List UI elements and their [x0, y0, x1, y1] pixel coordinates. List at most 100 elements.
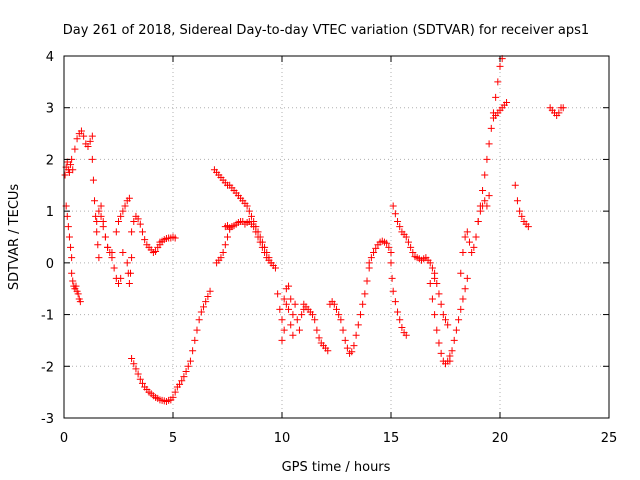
data-point	[335, 311, 343, 319]
series-arc-30	[511, 181, 532, 231]
data-point	[433, 326, 441, 334]
x-tick-label: 15	[383, 431, 400, 446]
data-point	[280, 326, 288, 334]
data-point	[348, 348, 356, 356]
data-point	[134, 215, 142, 223]
data-point	[285, 305, 293, 313]
data-point	[494, 78, 502, 86]
data-point	[339, 326, 347, 334]
data-point	[119, 249, 127, 257]
data-point	[117, 274, 125, 282]
data-point	[465, 238, 473, 246]
series-arc-10	[123, 254, 136, 288]
data-point	[64, 223, 72, 231]
data-point	[97, 212, 105, 220]
data-point	[119, 207, 127, 215]
series-arc-15	[221, 217, 275, 267]
data-point	[123, 259, 131, 267]
data-point	[426, 280, 434, 288]
data-point	[337, 316, 345, 324]
series-arc-4	[71, 127, 96, 153]
data-point	[101, 233, 109, 241]
data-point	[186, 357, 194, 365]
data-point	[402, 331, 410, 339]
data-point	[84, 143, 92, 150]
data-point	[437, 300, 445, 308]
data-point	[171, 234, 179, 242]
data-point	[383, 239, 391, 247]
data-point	[63, 212, 71, 220]
data-point	[474, 217, 482, 225]
data-point	[217, 254, 225, 262]
series-arc-27	[457, 192, 493, 277]
data-point	[516, 207, 524, 215]
data-point	[195, 316, 203, 324]
data-point	[93, 228, 101, 236]
series-arc-29	[489, 99, 511, 122]
data-point	[394, 217, 402, 225]
chart-title: Day 261 of 2018, Sidereal Day-to-day VTE…	[63, 23, 589, 38]
data-point	[274, 290, 282, 298]
data-point	[95, 254, 103, 262]
series-arc-31	[546, 104, 567, 119]
data-point	[359, 300, 367, 308]
data-point	[184, 362, 192, 370]
data-point	[169, 393, 177, 401]
tick-labels: 0 5 10 15 20 25 -3 -2 -1 0 1 2 3 4	[41, 50, 617, 446]
data-point	[389, 202, 397, 210]
data-point	[256, 238, 264, 246]
data-point	[356, 311, 364, 319]
data-point	[125, 194, 133, 202]
data-point	[513, 197, 521, 205]
data-point	[450, 336, 458, 344]
data-point	[73, 135, 81, 143]
data-point	[372, 244, 380, 252]
data-point	[141, 236, 149, 244]
series-arc-26	[431, 269, 452, 329]
data-point	[476, 202, 484, 210]
data-point	[267, 259, 275, 267]
data-point	[104, 243, 112, 251]
data-point	[298, 311, 306, 319]
data-point	[428, 264, 436, 272]
data-point	[387, 249, 395, 257]
y-tick-label: 2	[46, 153, 54, 168]
x-tick-label: 10	[274, 431, 291, 446]
series-arc-1	[61, 155, 77, 179]
data-point	[479, 186, 487, 194]
data-point	[435, 290, 443, 298]
data-point	[243, 202, 251, 210]
data-point	[324, 347, 332, 355]
data-point	[271, 264, 279, 272]
data-point	[431, 311, 439, 319]
data-point	[280, 295, 288, 303]
series-arc-20	[326, 264, 373, 357]
data-point	[361, 290, 369, 298]
data-point	[86, 137, 94, 145]
data-point	[385, 243, 393, 251]
data-point	[481, 171, 489, 179]
series-arc-21	[365, 237, 395, 267]
data-point	[391, 298, 399, 306]
data-point	[404, 238, 412, 246]
data-point	[496, 62, 504, 70]
data-point	[95, 207, 103, 215]
data-point	[200, 303, 208, 311]
data-point	[71, 145, 79, 153]
data-point	[110, 264, 118, 272]
data-point	[115, 280, 122, 288]
data-point	[492, 93, 500, 101]
series-arc-9	[112, 194, 133, 236]
data-point	[313, 326, 321, 334]
data-point	[69, 166, 77, 174]
data-point	[126, 269, 134, 277]
series-arc-2	[62, 202, 76, 262]
axis-ticks	[63, 55, 610, 419]
data-point	[134, 370, 142, 378]
data-point	[138, 228, 146, 236]
data-point	[125, 280, 133, 288]
data-point	[483, 155, 491, 163]
series-arc-24	[426, 280, 454, 368]
data-point	[69, 277, 77, 285]
data-point	[409, 249, 417, 257]
